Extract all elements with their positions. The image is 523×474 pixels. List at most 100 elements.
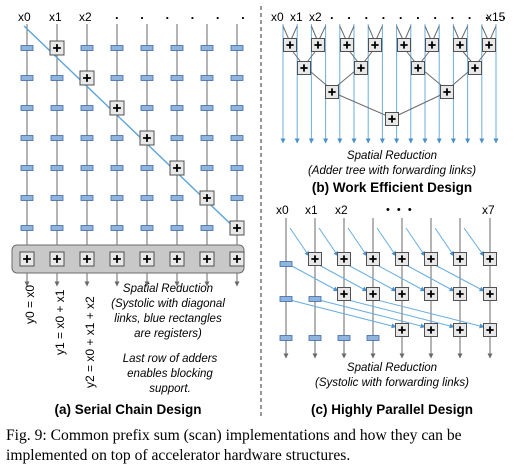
forward-link	[318, 299, 426, 329]
register-rect-icon	[366, 335, 380, 341]
register-rect-icon	[140, 105, 154, 111]
register-rect-icon	[80, 195, 94, 201]
adder-plus-box-icon	[483, 287, 497, 301]
register-rect-icon	[110, 135, 124, 141]
panel-c-adders	[308, 252, 497, 337]
register-rect-icon	[20, 195, 34, 201]
panel-a-note2-line-2: enables blocking	[127, 368, 213, 380]
panel-b-adders	[283, 38, 496, 126]
b-input-label-x2: x2	[309, 10, 322, 24]
adder-plus-box-icon	[354, 61, 368, 75]
forward-link	[347, 227, 368, 257]
input-ellipsis: . . . . . .	[115, 7, 254, 22]
forward-link	[289, 264, 339, 292]
forward-link	[463, 227, 485, 257]
register-rect-icon	[200, 45, 214, 51]
register-rect-icon	[110, 75, 124, 81]
register-rect-icon	[200, 105, 214, 111]
output-label-y2: y2 = x0 + x1 + x2	[83, 296, 97, 388]
adder-plus-box-icon	[109, 100, 125, 116]
panel-c-registers	[279, 261, 380, 341]
register-rect-icon	[140, 225, 154, 231]
adder-plus-box-icon	[453, 38, 467, 52]
forward-link	[376, 227, 397, 257]
register-rect-icon	[200, 135, 214, 141]
forward-link	[289, 227, 310, 257]
adder-plus-box-icon	[424, 323, 438, 337]
adder-plus-box-icon	[199, 190, 215, 206]
adder-plus-box-icon	[283, 38, 297, 52]
adder-plus-box-icon	[411, 61, 425, 75]
register-rect-icon	[80, 165, 94, 171]
c-input-label-x2: x2	[335, 203, 348, 217]
register-rect-icon	[200, 225, 214, 231]
c-input-label-x7: x7	[482, 203, 495, 217]
adder-plus-box-icon	[49, 40, 65, 56]
register-rect-icon	[200, 75, 214, 81]
adder-plus-box-icon	[397, 38, 411, 52]
register-rect-icon	[110, 225, 124, 231]
adder-plus-box-icon	[340, 38, 354, 52]
panel-c-note-line-1: Spatial Reduction	[347, 362, 437, 374]
register-rect-icon	[140, 195, 154, 201]
c-input-label-x1: x1	[305, 203, 318, 217]
b-input-ellipsis: . . . . . . . . . . .	[330, 7, 511, 22]
register-rect-icon	[279, 261, 293, 267]
panel-b-note: Spatial Reduction (Adder tree with forwa…	[308, 150, 476, 177]
adder-plus-box-icon	[453, 287, 467, 301]
forward-link	[434, 227, 455, 257]
forward-link	[347, 264, 397, 292]
panel-c-highly-parallel: x0 x1 x2 • • • x7 Spatial Reduction (Sys…	[276, 203, 497, 417]
adder-plus-box-icon	[385, 112, 399, 126]
panel-a-note-2: Last row of adders enables blocking supp…	[123, 353, 218, 395]
adder-plus-box-icon	[109, 251, 125, 267]
register-rect-icon	[230, 45, 244, 51]
register-rect-icon	[50, 195, 64, 201]
adder-plus-box-icon	[366, 252, 380, 266]
adder-plus-box-icon	[483, 252, 497, 266]
adder-plus-box-icon	[468, 61, 482, 75]
register-rect-icon	[50, 135, 64, 141]
adder-plus-box-icon	[368, 38, 382, 52]
panel-a-note2-line-3: support.	[149, 383, 191, 395]
register-rect-icon	[50, 105, 64, 111]
adder-plus-box-icon	[453, 323, 467, 337]
adder-plus-box-icon	[229, 220, 245, 236]
register-rect-icon	[110, 195, 124, 201]
adder-plus-box-icon	[49, 251, 65, 267]
panel-a-note-line-1: Spatial Reduction	[123, 283, 213, 295]
register-rect-icon	[230, 165, 244, 171]
adder-plus-box-icon	[424, 287, 438, 301]
adder-plus-box-icon	[139, 251, 155, 267]
forward-link	[347, 299, 455, 329]
adder-plus-box-icon	[395, 287, 409, 301]
register-rect-icon	[20, 135, 34, 141]
register-rect-icon	[308, 296, 322, 302]
tree-wire	[331, 91, 393, 119]
b-input-label-x15: x15	[486, 10, 506, 24]
register-rect-icon	[170, 105, 184, 111]
output-label-y0: y0 = x0	[23, 285, 37, 324]
panel-c-title: (c) Highly Parallel Design	[311, 402, 473, 417]
register-rect-icon	[20, 45, 34, 51]
register-rect-icon	[110, 45, 124, 51]
forward-link	[318, 264, 368, 292]
adder-plus-box-icon	[482, 38, 496, 52]
adder-plus-box-icon	[139, 130, 155, 146]
register-rect-icon	[20, 165, 34, 171]
register-rect-icon	[80, 135, 94, 141]
input-label-x0: x0	[18, 10, 31, 24]
panel-a-note-line-3: links, blue rectangles	[114, 313, 222, 325]
adder-plus-box-icon	[169, 251, 185, 267]
adder-plus-box-icon	[453, 252, 467, 266]
panel-a-note-line-4: are registers)	[134, 328, 202, 340]
register-rect-icon	[50, 75, 64, 81]
forward-link	[289, 299, 397, 329]
register-rect-icon	[230, 195, 244, 201]
adder-plus-box-icon	[79, 70, 95, 86]
output-label-y1: y1 = x0 + x1	[53, 289, 67, 355]
forward-link	[405, 264, 455, 292]
b-input-label-x0: x0	[271, 10, 284, 24]
register-rect-icon	[140, 75, 154, 81]
